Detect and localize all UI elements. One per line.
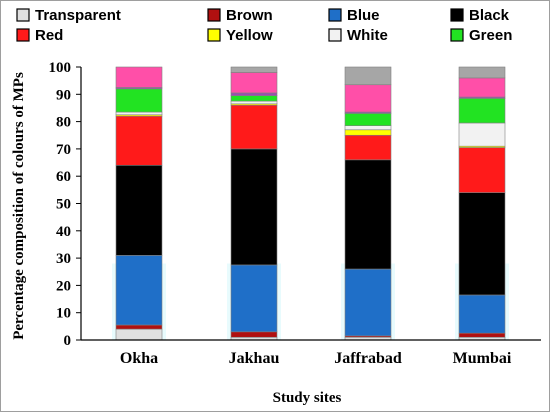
legend-swatch-white [328, 28, 342, 42]
y-axis-label: Percentage composition of colours of MPs [11, 72, 27, 340]
legend-label-transparent: Transparent [35, 7, 121, 24]
y-tick-label: 70 [56, 142, 71, 158]
x-axis-label: Study sites [273, 390, 342, 406]
y-tick-label: 90 [56, 87, 71, 103]
legend-label-black: Black [469, 7, 510, 24]
bar-segment-okha-red [115, 115, 163, 166]
bar-segment-jaffrabad-series-10 [344, 66, 392, 86]
legend-swatch-blue [328, 8, 342, 22]
bar-segment-okha-series-9 [115, 66, 163, 88]
bar-segment-mumbai-series-9 [458, 77, 506, 98]
y-tick-label: 20 [56, 278, 71, 294]
bar-segment-jaffrabad-yellow [344, 129, 392, 136]
bar-segment-jakhau-series-10 [230, 66, 278, 73]
x-tick-label: Mumbai [453, 350, 512, 367]
bar-segment-jaffrabad-series-9 [344, 84, 392, 113]
y-tick-label: 30 [56, 251, 71, 267]
bar-segment-jaffrabad-red [344, 134, 392, 161]
bar-segment-mumbai-white [458, 122, 506, 147]
legend-label-white: White [347, 27, 388, 44]
bar-segment-okha-brown [115, 324, 163, 330]
bar-segment-okha-green [115, 88, 163, 113]
legend-swatch-green [450, 28, 464, 42]
bar-segment-mumbai-brown [458, 332, 506, 338]
bar-segment-jaffrabad-black [344, 159, 392, 270]
bar-segment-okha-white [115, 111, 163, 116]
legend-swatch-red [16, 28, 30, 42]
x-tick-label: Jaffrabad [334, 350, 402, 367]
bar-segment-mumbai-green [458, 98, 506, 124]
bar-segment-jakhau-blue [230, 264, 278, 333]
bar-segment-jakhau-white [230, 100, 278, 105]
bars [115, 66, 506, 341]
bar-segment-okha-blue [115, 255, 163, 326]
y-tick-label: 0 [64, 333, 72, 349]
bar-segment-mumbai-blue [458, 294, 506, 334]
y-tick-label: 10 [56, 306, 71, 322]
bar-highlights [112, 263, 509, 340]
legend-label-blue: Blue [347, 7, 380, 24]
legend-swatch-yellow [207, 28, 221, 42]
bar-segment-jakhau-brown [230, 331, 278, 338]
x-tick-label: Okha [120, 350, 158, 367]
y-tick-label: 50 [56, 197, 71, 213]
bar-segment-okha-black [115, 164, 163, 256]
bar-segment-jakhau-red [230, 104, 278, 150]
legend-swatch-transparent [16, 8, 30, 22]
y-tick-label: 40 [56, 224, 71, 240]
bar-segment-mumbai-black [458, 192, 506, 296]
y-tick-label: 100 [49, 60, 72, 76]
axes: 0 10 20 30 40 50 60 70 80 90 100 Okha Jakhau Jaffraba… [49, 60, 541, 367]
bar-segment-jakhau-series-9 [230, 72, 278, 94]
legend: Transparent Brown Blue Black Red Yellow White G… [16, 7, 512, 44]
legend-label-brown: Brown [226, 7, 273, 24]
bar-segment-mumbai-series-10 [458, 66, 506, 79]
y-tick-label: 80 [56, 115, 71, 131]
legend-swatch-black [450, 8, 464, 22]
bar-segment-jakhau-series-8 [230, 92, 278, 96]
bar-segment-jakhau-green [230, 95, 278, 102]
bar-segment-jakhau-black [230, 148, 278, 266]
y-tick-label: 60 [56, 169, 71, 185]
bar-segment-okha-transparent [115, 328, 163, 341]
legend-swatch-brown [207, 8, 221, 22]
bar-segment-jaffrabad-green [344, 113, 392, 126]
bar-segment-jaffrabad-white [344, 125, 392, 131]
bar-segment-jaffrabad-blue [344, 268, 392, 337]
legend-label-yellow: Yellow [226, 27, 273, 44]
x-tick-label: Jakhau [229, 350, 280, 367]
legend-label-green: Green [469, 27, 512, 44]
legend-label-red: Red [35, 27, 63, 44]
bar-segment-mumbai-red [458, 147, 506, 193]
